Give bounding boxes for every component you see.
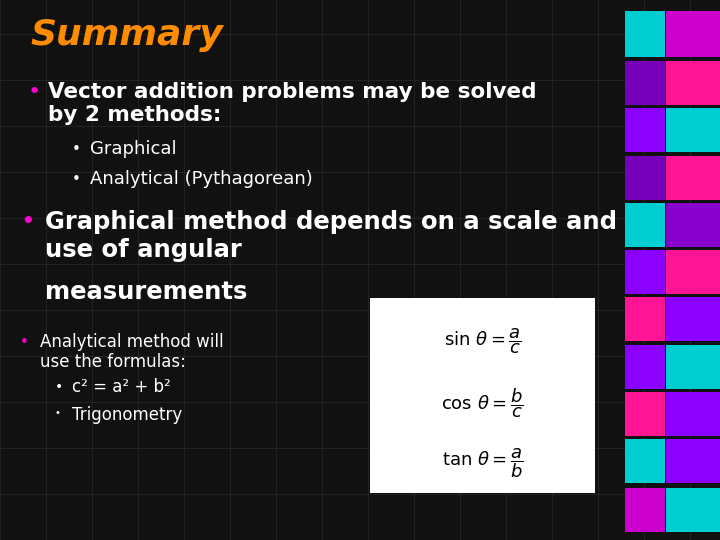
Bar — [666, 488, 720, 532]
Bar — [666, 156, 720, 200]
Bar — [666, 345, 720, 389]
Text: •: • — [55, 380, 63, 394]
Text: Analytical (Pythagorean): Analytical (Pythagorean) — [90, 170, 312, 188]
Bar — [370, 298, 595, 493]
Bar — [625, 11, 665, 57]
Bar — [666, 392, 720, 436]
Bar — [625, 439, 665, 483]
Bar — [625, 488, 665, 532]
Text: •: • — [20, 210, 35, 234]
Text: measurements: measurements — [45, 280, 248, 304]
Text: c² = a² + b²: c² = a² + b² — [72, 378, 171, 396]
Text: Trigonometry: Trigonometry — [72, 406, 182, 424]
Bar — [666, 439, 720, 483]
Text: use of angular: use of angular — [45, 238, 242, 262]
Text: •: • — [72, 172, 81, 187]
Text: •: • — [28, 82, 41, 102]
Bar — [625, 61, 665, 105]
Text: by 2 methods:: by 2 methods: — [48, 105, 221, 125]
Text: $\mathrm{tan}\ \theta = \dfrac{a}{b}$: $\mathrm{tan}\ \theta = \dfrac{a}{b}$ — [441, 446, 523, 480]
Text: use the formulas:: use the formulas: — [40, 353, 186, 371]
Bar — [666, 108, 720, 152]
Text: $\mathrm{sin}\ \theta = \dfrac{a}{c}$: $\mathrm{sin}\ \theta = \dfrac{a}{c}$ — [444, 326, 521, 356]
Bar — [625, 250, 665, 294]
Bar — [666, 250, 720, 294]
Bar — [625, 156, 665, 200]
Text: Vector addition problems may be solved: Vector addition problems may be solved — [48, 82, 536, 102]
Text: Graphical: Graphical — [90, 140, 176, 158]
Text: $\mathrm{cos}\ \theta = \dfrac{b}{c}$: $\mathrm{cos}\ \theta = \dfrac{b}{c}$ — [441, 386, 524, 420]
Bar — [625, 202, 665, 247]
Text: •: • — [72, 142, 81, 157]
Bar — [666, 297, 720, 341]
Bar — [666, 11, 720, 57]
Text: Graphical method depends on a scale and: Graphical method depends on a scale and — [45, 210, 617, 234]
Text: Analytical method will: Analytical method will — [40, 333, 224, 351]
Bar — [666, 61, 720, 105]
Bar — [625, 345, 665, 389]
Bar — [625, 108, 665, 152]
Text: •: • — [55, 408, 61, 418]
Bar — [666, 202, 720, 247]
Text: •: • — [20, 335, 29, 350]
Bar — [625, 297, 665, 341]
Text: Summary: Summary — [30, 18, 222, 52]
Bar — [625, 392, 665, 436]
